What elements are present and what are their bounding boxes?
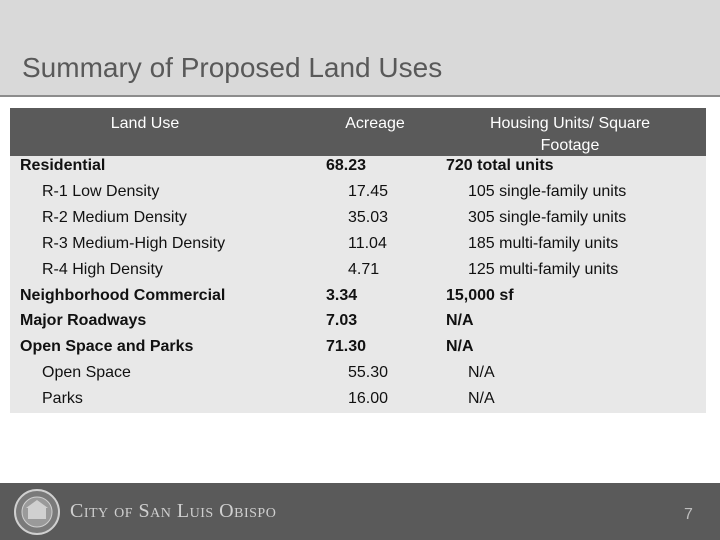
column-header: Acreage [345, 115, 405, 132]
land-use-cell: R-2 Medium Density [42, 208, 187, 226]
land-use-cell: Parks [42, 390, 83, 408]
title-rule [0, 95, 720, 97]
acreage-cell: 71.30 [326, 338, 367, 356]
acreage-cell: 55.30 [348, 364, 389, 382]
housing-cell: N/A [446, 312, 474, 330]
land-use-cell: Major Roadways [20, 312, 147, 330]
housing-cell: 720 total units [446, 157, 554, 174]
housing-cell: 105 single-family units [468, 182, 627, 200]
acreage-cell: 4.71 [348, 260, 380, 278]
housing-cell: N/A [468, 364, 495, 382]
acreage-cell: 11.04 [348, 234, 387, 252]
acreage-cell: 17.45 [348, 182, 389, 200]
acreage-cell: 35.03 [348, 208, 389, 226]
land-use-cell: Open Space [42, 364, 131, 382]
acreage-cell: 7.03 [326, 312, 358, 330]
city-seal [14, 489, 60, 535]
land-use-cell: Neighborhood Commercial [20, 286, 226, 304]
title-band [0, 0, 720, 95]
acreage-cell: 68.23 [326, 157, 367, 174]
slide-title: Summary of Proposed Land Uses [22, 52, 443, 83]
page-number: 7 [684, 506, 693, 523]
housing-cell: 15,000 sf [446, 286, 514, 304]
column-header: Housing Units/ Square Footage [489, 115, 651, 154]
land-use-cell: R-1 Low Density [42, 182, 160, 200]
housing-cell: 185 multi-family units [468, 234, 619, 252]
housing-cell: 305 single-family units [468, 208, 627, 226]
organization: City of San Luis Obispo [70, 500, 277, 522]
housing-cell: N/A [446, 338, 474, 356]
footer [0, 483, 720, 540]
housing-cell: 125 multi-family units [468, 260, 619, 278]
acreage-cell: 16.00 [348, 390, 389, 408]
table [10, 108, 706, 413]
land-use-cell: Open Space and Parks [20, 338, 194, 356]
housing-cell: N/A [468, 390, 495, 408]
table-header [10, 108, 706, 156]
land-use-cell: Residential [20, 157, 106, 174]
acreage-cell: 3.34 [326, 286, 358, 304]
land-use-cell: R-3 Medium-High Density [42, 234, 226, 252]
column-header: Land Use [110, 115, 180, 132]
land-use-cell: R-4 High Density [42, 260, 163, 278]
